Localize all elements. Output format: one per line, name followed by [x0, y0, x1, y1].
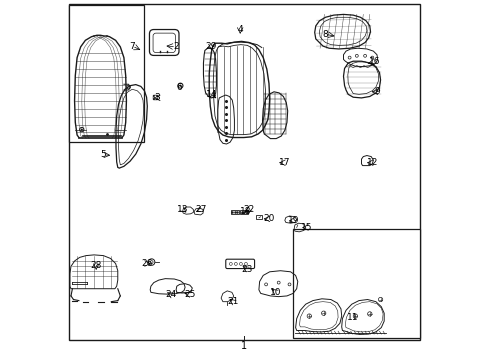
Text: 16: 16: [368, 58, 380, 67]
Text: 12: 12: [366, 158, 377, 167]
Text: 21: 21: [227, 297, 238, 306]
Text: 5: 5: [101, 150, 106, 159]
Text: 25: 25: [183, 290, 195, 299]
Text: 15: 15: [300, 223, 311, 232]
Text: 7: 7: [129, 42, 135, 51]
Text: 13: 13: [177, 205, 188, 214]
Text: 8: 8: [322, 30, 328, 39]
Text: 28: 28: [90, 261, 102, 270]
Text: 29: 29: [205, 42, 217, 51]
Text: 10: 10: [270, 288, 282, 297]
Text: 1: 1: [240, 341, 246, 351]
Text: 17: 17: [279, 158, 290, 167]
Text: 4: 4: [237, 25, 243, 34]
Text: 18: 18: [239, 207, 250, 216]
Bar: [240, 210, 247, 214]
Bar: [69, 5, 144, 142]
Text: 22: 22: [243, 205, 254, 214]
Text: 24: 24: [165, 290, 176, 299]
Text: 23: 23: [241, 265, 253, 274]
Text: 9: 9: [374, 87, 380, 96]
Circle shape: [81, 129, 82, 131]
Text: 20: 20: [263, 215, 274, 223]
Text: 2: 2: [173, 42, 179, 51]
Bar: [292, 229, 419, 338]
Text: 6: 6: [176, 83, 182, 92]
Bar: [230, 210, 238, 214]
Bar: [256, 215, 261, 219]
Text: 11: 11: [346, 313, 358, 322]
Text: 19: 19: [288, 216, 299, 225]
Circle shape: [179, 85, 181, 87]
Text: 3: 3: [154, 94, 160, 103]
Text: 27: 27: [195, 205, 206, 214]
Text: 14: 14: [205, 90, 217, 99]
Text: 26: 26: [141, 259, 152, 268]
